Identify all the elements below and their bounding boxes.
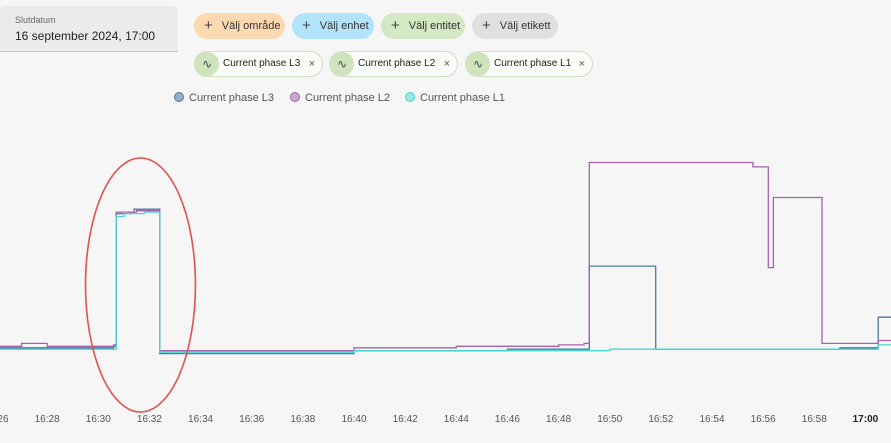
- x-tick-label: 17:00: [853, 414, 879, 425]
- legend-label: Current phase L1: [420, 92, 505, 104]
- add-icon: +: [482, 17, 491, 34]
- entity-chip-name: Current phase L1: [494, 58, 572, 69]
- x-tick-label: 16:28: [35, 414, 60, 425]
- legend-item-l3[interactable]: Current phase L3: [174, 91, 274, 105]
- legend-swatch: [290, 92, 300, 102]
- x-tick-label: 16:48: [546, 414, 571, 425]
- x-tick-label: 16:38: [290, 414, 315, 425]
- add-icon: +: [391, 17, 400, 34]
- choose-label-button[interactable]: + Välj etikett: [472, 13, 558, 39]
- series-line-l2: [0, 161, 891, 352]
- x-tick-label: 16:58: [802, 414, 827, 425]
- choose-entity-button[interactable]: + Välj entitet: [381, 13, 465, 39]
- entity-chip-l3[interactable]: ∿ Current phase L3 ×: [194, 51, 323, 77]
- legend-item-l2[interactable]: Current phase L2: [290, 91, 390, 105]
- highlight-ellipse: [84, 157, 197, 413]
- choose-device-button[interactable]: + Välj enhet: [292, 13, 374, 39]
- add-icon: +: [302, 17, 311, 34]
- legend-swatch: [405, 92, 415, 102]
- legend-item-l1[interactable]: Current phase L1: [405, 91, 505, 105]
- end-date-field[interactable]: Slutdatum 16 september 2024, 17:00: [0, 6, 178, 52]
- end-date-value: 16 september 2024, 17:00: [15, 29, 156, 43]
- series-layer: [0, 161, 891, 355]
- x-tick-label: 16:30: [86, 414, 111, 425]
- x-tick-label: 16:54: [699, 414, 724, 425]
- x-tick-label: 16:40: [341, 414, 366, 425]
- entity-chip-l1[interactable]: ∿ Current phase L1 ×: [465, 51, 593, 77]
- legend-label: Current phase L2: [305, 92, 390, 104]
- choose-label-label: Välj etikett: [499, 20, 551, 32]
- x-tick-label: 16:46: [495, 414, 520, 425]
- series-line-l3: [0, 208, 891, 355]
- x-tick-label: 16:50: [597, 414, 622, 425]
- x-tick-label: 16:26: [0, 414, 9, 425]
- x-axis-ticks: 16:26 16:28 16:30 16:32 16:34 16:36 16:38 16:40…: [0, 414, 879, 425]
- choose-area-label: Välj område: [221, 20, 281, 32]
- x-tick-label: 16:36: [239, 414, 264, 425]
- history-chart[interactable]: 16:26 16:28 16:30 16:32 16:34 16:36 16:38 16:40…: [0, 110, 891, 443]
- entity-chip-name: Current phase L3: [223, 58, 301, 69]
- legend-label: Current phase L3: [189, 92, 274, 104]
- choose-device-label: Välj enhet: [319, 20, 369, 32]
- end-date-label: Slutdatum: [15, 15, 56, 25]
- current-ac-icon: ∿: [195, 52, 219, 76]
- remove-icon[interactable]: ×: [443, 58, 450, 70]
- remove-icon[interactable]: ×: [308, 58, 315, 70]
- choose-entity-label: Välj entitet: [408, 20, 461, 32]
- x-tick-label: 16:34: [188, 414, 213, 425]
- remove-icon[interactable]: ×: [578, 58, 585, 70]
- add-icon: +: [204, 17, 213, 34]
- entity-chip-l2[interactable]: ∿ Current phase L2 ×: [329, 51, 458, 77]
- current-ac-icon: ∿: [330, 52, 354, 76]
- legend-swatch: [174, 92, 184, 102]
- entity-chip-name: Current phase L2: [358, 58, 436, 69]
- x-tick-label: 16:42: [393, 414, 418, 425]
- choose-area-button[interactable]: + Välj område: [194, 13, 285, 39]
- series-line-l1: [0, 211, 891, 353]
- x-tick-label: 16:44: [444, 414, 469, 425]
- current-ac-icon: ∿: [466, 52, 490, 76]
- x-tick-label: 16:32: [137, 414, 162, 425]
- x-tick-label: 16:52: [648, 414, 673, 425]
- x-tick-label: 16:56: [751, 414, 776, 425]
